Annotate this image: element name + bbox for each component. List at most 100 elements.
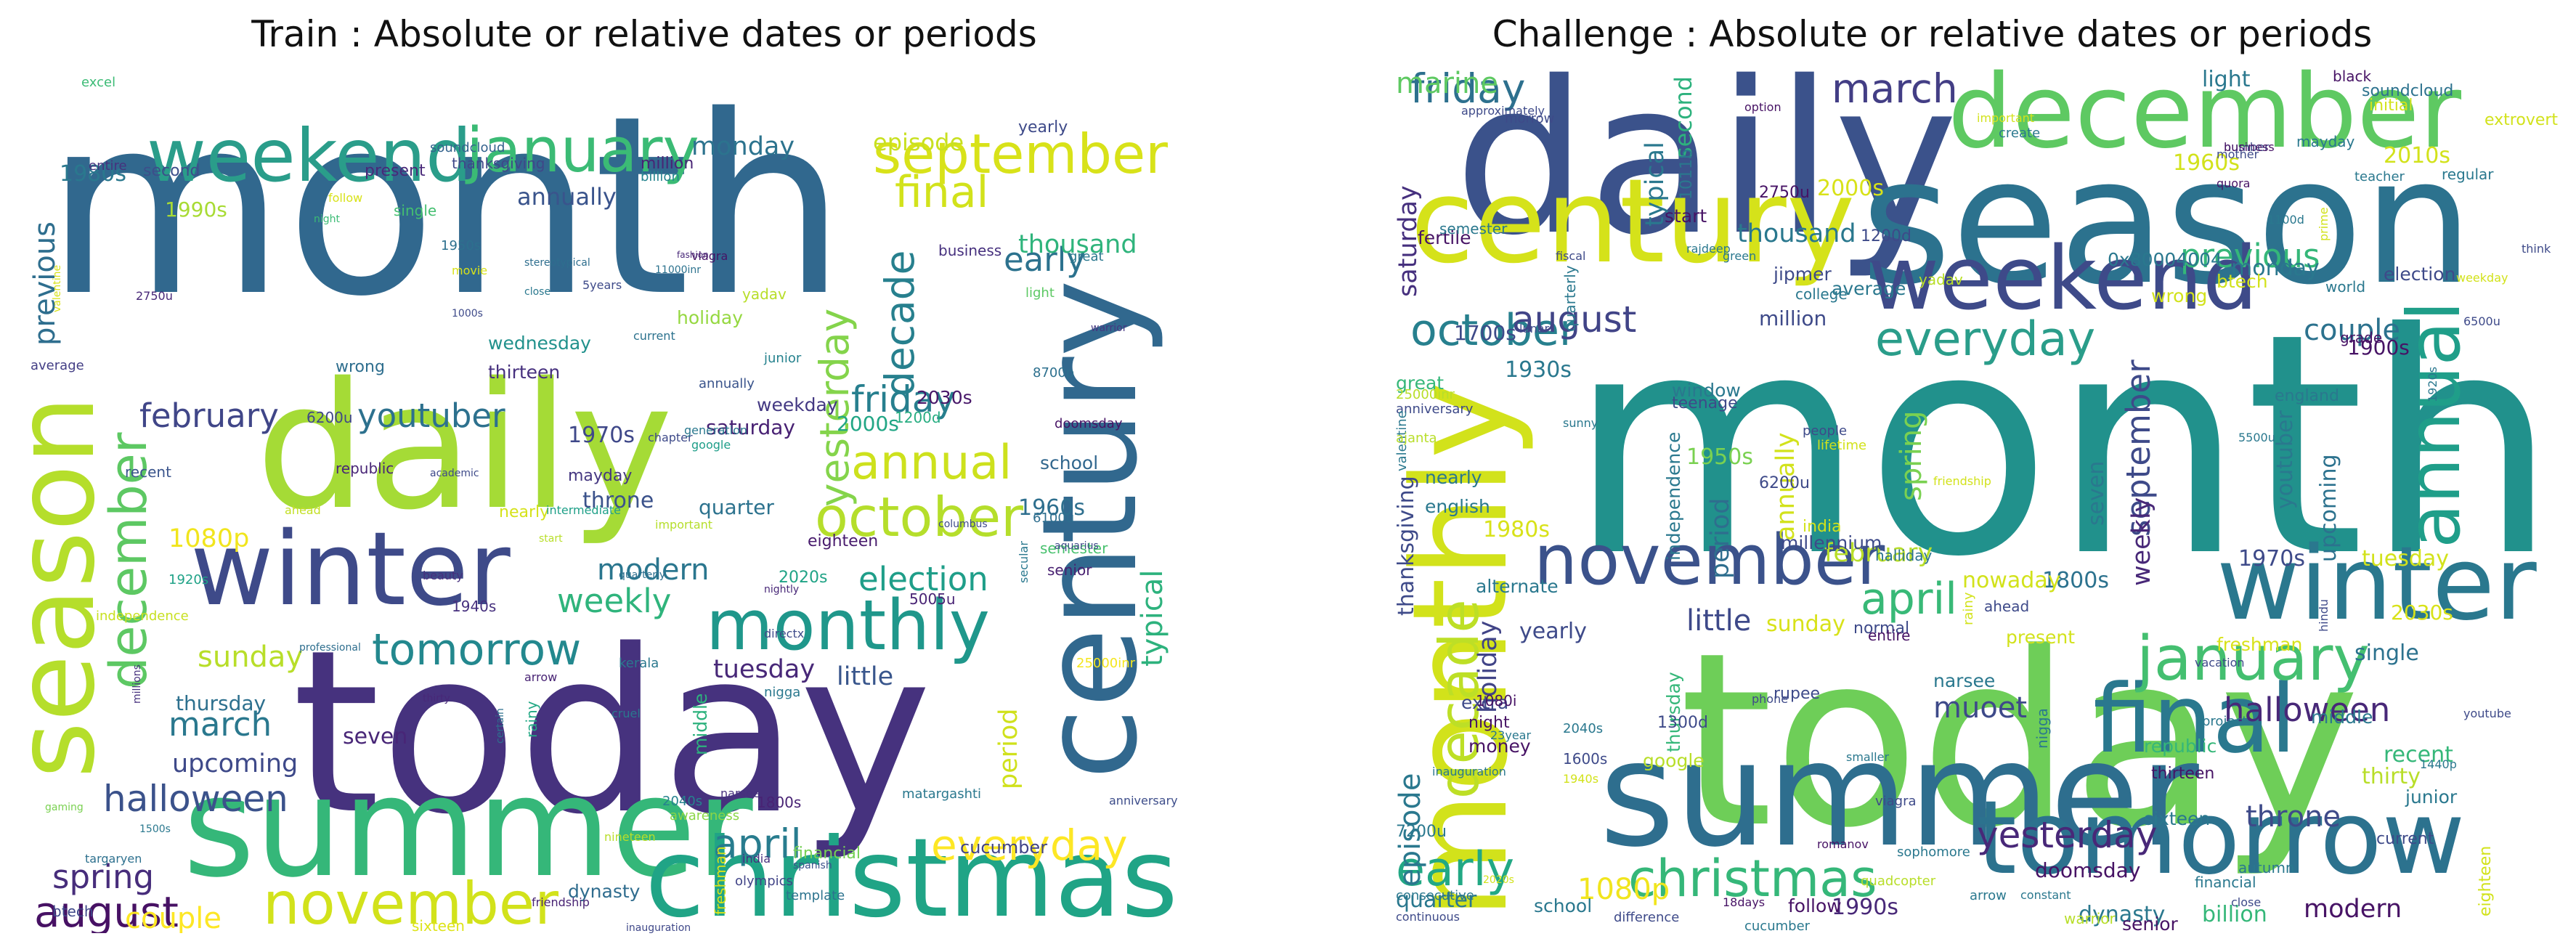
word-christmas: christmas (645, 815, 1178, 933)
train-panel: Train : Absolute or relative dates or pe… (16, 13, 1178, 933)
challenge-word-cloud: month daily season today summer century decemb… (1396, 69, 2558, 933)
word-secular: secular (1017, 541, 1031, 583)
word-ajanta: ajanta (1396, 431, 1437, 446)
word-1920s: 1920s (2426, 366, 2439, 402)
word-friendship: friendship (1933, 474, 1991, 488)
word-wrong: wrong (2151, 285, 2208, 306)
word-senior: senior (1047, 561, 1092, 579)
word-romanov: romanov (1817, 837, 1869, 851)
word-weekday: weekday (757, 394, 838, 415)
word-phone: phone (1752, 692, 1789, 706)
word-alternate: alternate (1476, 576, 1559, 597)
word-little: little (837, 662, 894, 691)
word-6100u: 6100u (1033, 510, 1075, 526)
word-approximately: approximately (1461, 104, 1545, 118)
word-6200u: 6200u (306, 409, 353, 426)
word-1080p: 1080p (1577, 873, 1670, 906)
word-btech: btech (2217, 271, 2268, 292)
word-middle: middle (2311, 707, 2373, 728)
word-excel: excel (81, 75, 116, 90)
word-rainy: rainy (523, 701, 540, 738)
word-monday: monday (2231, 256, 2320, 281)
word-1800s: 1800s (757, 794, 802, 811)
word-nigga: nigga (764, 685, 801, 700)
word-january: january (466, 115, 699, 187)
word-1440p: 1440p (2420, 757, 2457, 771)
word-morrow: morrow (1505, 111, 1555, 126)
word-freshman: freshman (712, 846, 729, 915)
word-olympics: olympics (735, 874, 793, 889)
word-second: second (1670, 76, 1697, 159)
word-1000s: 1000s (452, 308, 483, 320)
word-2020s: 2020s (1483, 874, 1514, 886)
word-tuesday: tuesday (713, 655, 816, 684)
word-february: february (1824, 539, 1933, 568)
word-academic: academic (430, 468, 479, 479)
word-spring: spring (52, 858, 155, 896)
word-saturday: saturday (706, 415, 795, 439)
word-2030s: 2030s (2391, 601, 2453, 625)
word-doomsday: doomsday (2035, 858, 2141, 882)
word-yearly: yearly (1519, 619, 1588, 644)
word-millennium: millennium (1781, 532, 1882, 553)
word-extra: extra (1461, 692, 1509, 713)
word-dynasty: dynasty (2079, 902, 2166, 927)
word-soundcloud: soundcloud (430, 140, 505, 155)
word-consecutive: consecutive (1396, 888, 1474, 903)
word-entire: entire (1868, 627, 1911, 644)
word-little: little (1686, 604, 1752, 638)
word-yadav: yadav (1919, 271, 1963, 288)
word-billion: billion (2202, 902, 2267, 927)
word-2020s: 2020s (779, 569, 828, 587)
word-halliday: halliday (1875, 547, 1933, 564)
word-tomorrow: tomorrow (372, 625, 582, 675)
word-2030s: 2030s (917, 387, 972, 408)
word-google: google (1643, 750, 1705, 771)
word-2750u: 2750u (1759, 184, 1810, 202)
word-25000inr: 25000inr (1396, 387, 1455, 402)
word-world: world (2325, 278, 2366, 296)
word-professional: professional (299, 642, 361, 654)
word-tomorrow: tomorrow (1977, 779, 2466, 898)
word-1080i: 1080i (1476, 692, 1517, 709)
word-template: template (786, 888, 845, 903)
word-march: march (1832, 69, 1958, 112)
word-inauguration: inauguration (626, 922, 691, 933)
word-project: project (2202, 714, 2248, 729)
word-1100d: 1100d (2267, 213, 2304, 227)
word-number: number (2224, 140, 2270, 154)
word-final: final (2093, 664, 2297, 774)
word-1800s: 1800s (2042, 568, 2109, 593)
word-india: india (742, 852, 771, 866)
word-stereotypical: stereotypical (524, 257, 590, 269)
word-sunday: sunday (1766, 611, 1845, 637)
word-england: england (2275, 387, 2339, 405)
word-republic: republic (2144, 736, 2217, 757)
word-prime: prime (2317, 207, 2331, 241)
word-movie: movie (452, 264, 488, 277)
word-august: august (34, 887, 179, 933)
word-business: business (938, 242, 1002, 259)
word-1960s: 1960s (2173, 150, 2240, 176)
word-1980s: 1980s (60, 161, 126, 187)
word-thirteen: thirteen (488, 362, 561, 383)
word-early: early (1004, 240, 1086, 279)
word-couple: couple (2304, 314, 2400, 347)
word-seven: seven (2084, 460, 2109, 526)
word-single: single (2354, 640, 2419, 666)
word-1700s: 1700s (1454, 321, 1516, 345)
word-btech: btech (52, 903, 94, 920)
word-quarter: quarter (1396, 887, 1477, 913)
word-extrovert: extrovert (2484, 111, 2558, 129)
word-1500s: 1500s (139, 823, 171, 835)
word-junior: junior (764, 351, 802, 366)
word-previous: previous (2180, 237, 2320, 275)
word-beauty: beauty (423, 569, 463, 582)
word-financial: financial (793, 845, 861, 863)
word-century: century (1410, 153, 1856, 289)
word-1950s: 1950s (1686, 444, 1753, 470)
word-yearly: yearly (1018, 118, 1068, 137)
word-nearly: nearly (1425, 467, 1482, 488)
word-today: today (1679, 601, 2361, 880)
word-modern: modern (597, 553, 710, 587)
